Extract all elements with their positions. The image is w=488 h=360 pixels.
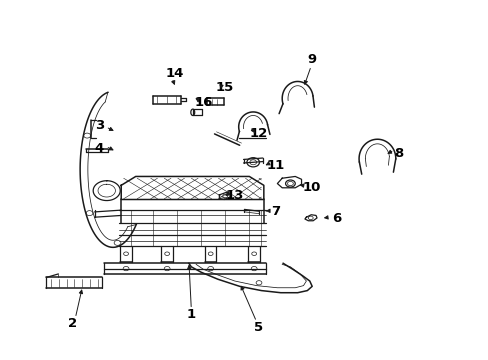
Text: 11: 11 [266,159,285,172]
Text: 12: 12 [249,127,267,140]
Text: 14: 14 [165,67,183,80]
Text: 16: 16 [194,95,212,108]
Text: 6: 6 [331,212,340,225]
Text: 1: 1 [186,308,196,321]
Text: 4: 4 [95,141,104,154]
Text: 10: 10 [303,181,321,194]
Text: 7: 7 [271,206,280,219]
Text: 8: 8 [394,147,403,160]
Text: 9: 9 [307,53,316,66]
Text: 15: 15 [216,81,234,94]
Text: 2: 2 [68,317,77,330]
Text: 13: 13 [225,189,244,202]
Text: 3: 3 [95,118,104,131]
Text: 5: 5 [254,321,263,334]
